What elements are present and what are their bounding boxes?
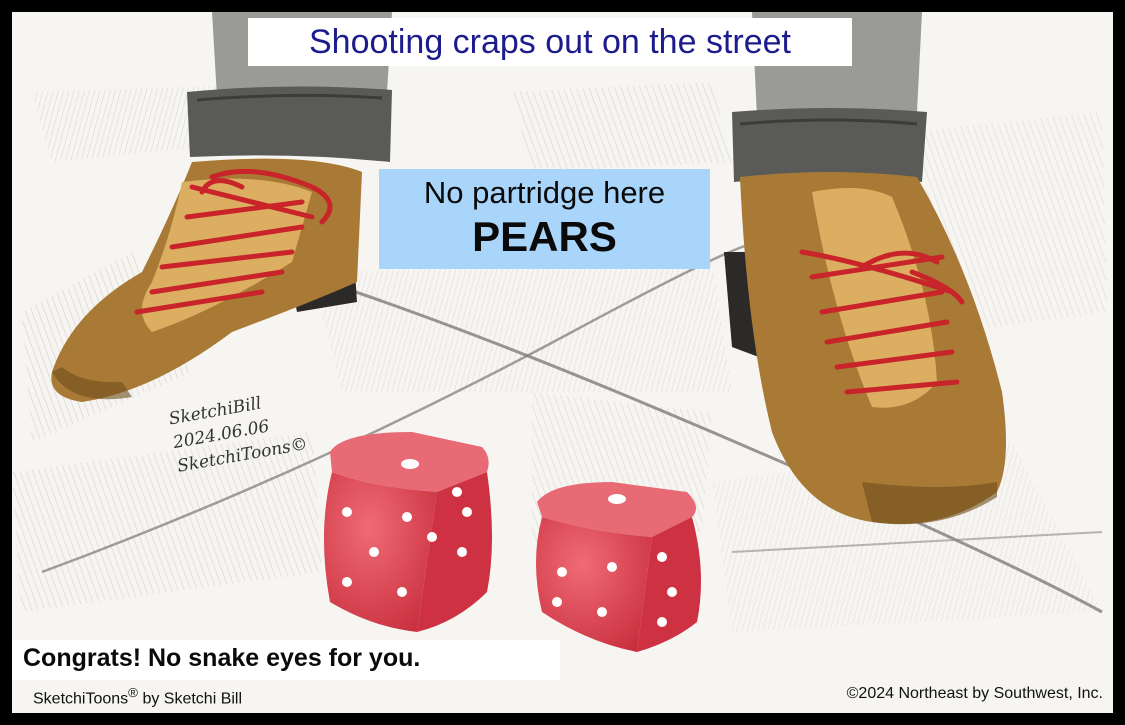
title-box: Shooting craps out on the street [248,18,852,66]
comic-panel: Shooting craps out on the street No part… [12,12,1113,713]
illustration [12,12,1107,652]
sign-line-1: No partridge here [423,175,666,210]
left-die [323,432,492,632]
left-shoe [51,158,362,402]
comic-title: Shooting craps out on the street [309,23,791,61]
right-laces [799,249,965,395]
credit-author: by Sketchi Bill [138,690,243,708]
credit-right: ©2024 Northeast by Southwest, Inc. [846,685,1103,702]
registered-mark: ® [128,685,138,700]
credit-left: SketchiToons® by Sketchi Bill [33,685,242,708]
punchline-box: Congrats! No snake eyes for you. [12,640,560,680]
credit-brand: SketchiToons [33,690,129,708]
punchline: Congrats! No snake eyes for you. [23,644,421,672]
right-die [536,482,701,652]
sign-line-2: PEARS [472,213,617,260]
left-laces [134,168,333,315]
sign-box: No partridge here PEARS [379,169,710,269]
pip [401,459,419,469]
right-shoe [724,172,1006,525]
